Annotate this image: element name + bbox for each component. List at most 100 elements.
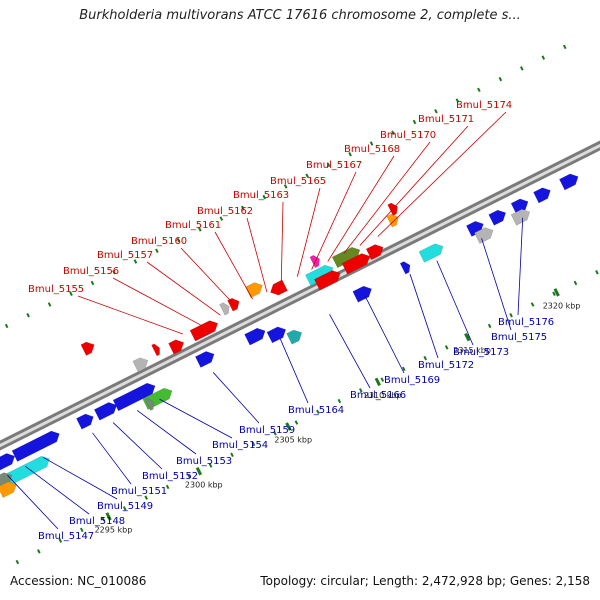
gene-label-bottom: Bmul_5164 (288, 405, 344, 416)
guide-dot (198, 227, 202, 232)
leader-line-top (77, 295, 183, 335)
guide-dot (155, 248, 159, 254)
gene-arrow (189, 320, 219, 342)
gene-arrow (313, 270, 341, 291)
gene-label-top: Bmul_5167 (306, 160, 362, 171)
guide-dot (401, 366, 406, 372)
gene-label-bottom: Bmul_5166 (350, 390, 406, 401)
gene-arrow (266, 326, 287, 344)
gene-arrow (488, 209, 507, 226)
gene-label-top: Bmul_5174 (456, 100, 512, 111)
gene-arrow (474, 227, 494, 245)
gene-label-top: Bmul_5163 (233, 190, 289, 201)
guide-dot (509, 312, 513, 318)
gene-label-bottom: Bmul_5153 (176, 456, 232, 467)
guide-dot (595, 270, 599, 275)
gene-arrow (270, 279, 288, 296)
gene-label-bottom: Bmul_5176 (498, 317, 554, 328)
guide-dot (122, 506, 127, 511)
gene-arrow (558, 173, 579, 191)
genome-map: 2295 kbp 2300 kbp 2305 kbp 2310 kbp 2315 kbp… (0, 44, 600, 565)
guide-dot (498, 76, 503, 82)
gene-label-bottom: Bmul_5147 (38, 531, 94, 542)
gene-arrow (510, 208, 531, 226)
guide-dot (90, 280, 95, 286)
guide-dot (283, 184, 288, 189)
gene-arrow (309, 254, 320, 269)
guide-dot (359, 388, 363, 393)
gene-arrow (151, 343, 160, 357)
guide-dot (455, 98, 460, 103)
guide-dot (26, 312, 30, 318)
guide-dot (112, 270, 116, 275)
gene-arrow (341, 253, 371, 275)
leader-line-top (296, 187, 321, 277)
guide-dot (37, 549, 41, 554)
gene-label-top: Bmul_5165 (270, 176, 326, 187)
guide-dot (391, 130, 395, 135)
gene-arrow (418, 243, 444, 263)
gene-label-bottom: Bmul_5151 (111, 486, 167, 497)
gene-arrow (399, 261, 411, 275)
gene-label-top: Bmul_5157 (97, 250, 153, 261)
leader-line-top (311, 171, 357, 270)
leader-line-bottom (7, 475, 59, 530)
gene-arrow (132, 357, 149, 373)
gene-label-top: Bmul_5161 (165, 220, 221, 231)
leader-line-top (343, 141, 431, 254)
guide-dot (4, 323, 9, 329)
guide-dot (262, 194, 267, 200)
gene-label-bottom: Bmul_5154 (212, 440, 268, 451)
leader-line-bottom (364, 296, 405, 374)
guide-dot (273, 431, 277, 436)
leader-line-top (112, 277, 201, 326)
guide-dot (294, 420, 299, 425)
kbp-label: 2315 kbp (453, 346, 491, 355)
leader-line-bottom (136, 410, 197, 455)
gene-arrow (93, 402, 118, 421)
gene-arrow (245, 282, 263, 299)
gene-label-bottom: Bmul_5159 (239, 425, 295, 436)
guide-dot (573, 280, 578, 286)
gene-arrow (112, 382, 156, 412)
gene-label-top: Bmul_5162 (197, 206, 253, 217)
gene-arrow (386, 213, 399, 228)
leader-line-bottom (329, 314, 371, 389)
kbp-label: 2305 kbp (274, 436, 312, 445)
guide-dot (58, 538, 63, 543)
leader-line-top (214, 231, 253, 300)
gene-arrow (227, 297, 240, 312)
guide-dot (348, 151, 352, 157)
gene-arrow (0, 481, 17, 499)
kbp-label: 2300 kbp (185, 480, 223, 489)
leader-line-top (180, 247, 237, 308)
guide-dot (477, 87, 481, 93)
gene-label-bottom: Bmul_5169 (384, 375, 440, 386)
leader-line-bottom (517, 217, 524, 316)
guide-dot (133, 259, 138, 264)
guide-dot (208, 463, 213, 468)
gene-arrow (219, 302, 230, 316)
leader-line-bottom (409, 273, 439, 359)
guide-dot (423, 355, 428, 361)
gene-arrow (168, 339, 185, 355)
guide-dot (552, 291, 556, 296)
gene-arrow (286, 329, 303, 345)
leader-line-bottom (25, 466, 90, 515)
guide-dot (541, 55, 546, 60)
gene-arrow (0, 453, 16, 476)
gene-label-top: Bmul_5155 (28, 284, 84, 295)
kbp-tick (285, 422, 292, 431)
leader-line-top (359, 125, 469, 246)
guide-dot (316, 409, 320, 415)
gene-arrow (331, 246, 361, 269)
leader-line-bottom (43, 457, 118, 500)
gene-label-bottom: Bmul_5152 (142, 471, 198, 482)
gene-label-top: Bmul_5168 (344, 144, 400, 155)
leader-line-bottom (436, 260, 474, 346)
guide-dot (434, 109, 438, 114)
gene-labels: Bmul_5155 Bmul_5156 Bmul_5157 Bmul_5160 Bmul… (28, 100, 554, 542)
gene-arrow (533, 187, 551, 204)
gene-label-top: Bmul_5171 (418, 114, 474, 125)
gene-arrow (11, 430, 60, 462)
